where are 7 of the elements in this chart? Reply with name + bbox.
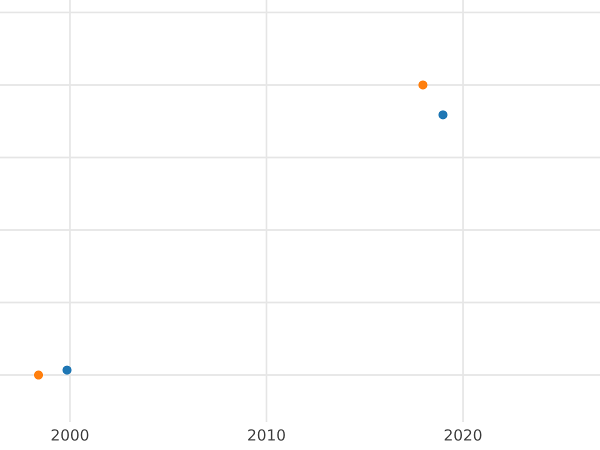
point (438, 110, 448, 120)
point (418, 80, 428, 90)
point (62, 366, 72, 375)
x-tick-label: 2000 (52, 429, 88, 441)
x-tick-label: 2010 (248, 429, 285, 441)
point (34, 370, 44, 380)
x-tick-label: 2020 (444, 429, 482, 441)
